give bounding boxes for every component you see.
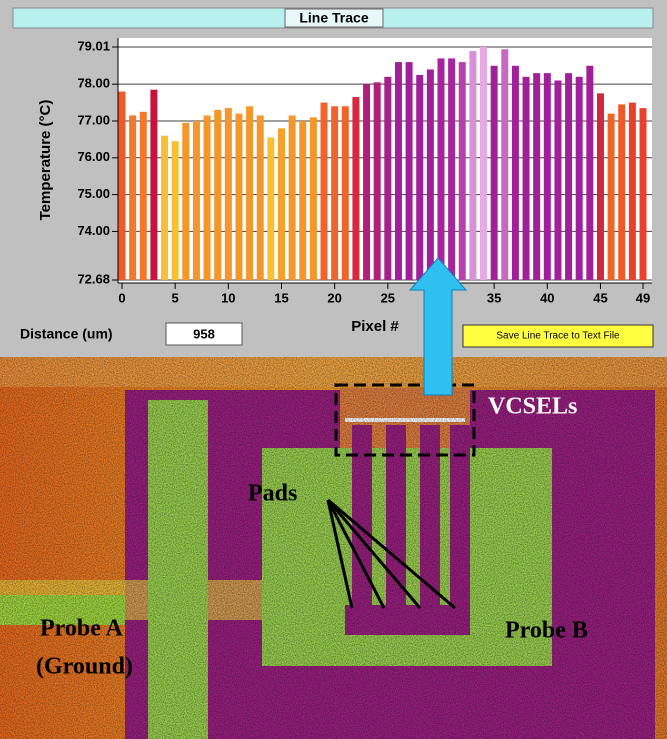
vcsel-box: [334, 383, 476, 457]
bar: [533, 73, 541, 281]
bar: [554, 80, 562, 280]
bar: [448, 58, 456, 281]
arrow: [408, 257, 468, 396]
bar: [224, 108, 232, 280]
bar: [575, 76, 583, 281]
x-tick-label: 15: [274, 290, 288, 305]
bar: [214, 109, 222, 280]
bar: [490, 65, 498, 280]
bar: [363, 84, 371, 280]
x-tick-label: 5: [172, 290, 179, 305]
bar: [246, 106, 254, 281]
plot: 79.01 78.00 77.00 76.00 75.00 74.00 72.68 0 5 10 1…: [77, 38, 652, 305]
distance-label: Distance (um): [20, 326, 113, 342]
bar: [639, 108, 647, 280]
bar: [182, 122, 190, 280]
thermal-image: VCSELs Pads Probe A (Ground) Probe B: [0, 257, 667, 739]
y-tick-label: 77.00: [77, 112, 110, 127]
bar: [458, 62, 466, 280]
x-tick-label: 10: [221, 290, 235, 305]
save-button-label: Save Line Trace to Text File: [496, 331, 620, 342]
bar: [331, 106, 339, 281]
bar: [309, 117, 317, 280]
chart-title: Line Trace: [299, 10, 368, 26]
bar: [139, 111, 147, 280]
probe-a-label: Probe A: [40, 616, 124, 642]
distance-field[interactable]: [165, 322, 243, 346]
bar: [565, 73, 573, 281]
x-tick-label: 25: [381, 290, 395, 305]
bar: [299, 120, 307, 280]
title-box: [284, 8, 384, 28]
vcsels-label: VCSELs: [488, 394, 577, 420]
bar: [416, 74, 424, 280]
x-axis-label: Pixel #: [351, 318, 399, 335]
bar: [129, 115, 137, 281]
x-tick-label: 45: [593, 290, 607, 305]
bar: [596, 93, 604, 280]
bar: [586, 65, 594, 280]
x-tick-label: 20: [327, 290, 341, 305]
bar: [288, 115, 296, 281]
bar: [373, 82, 381, 281]
x-tick-label: 49: [636, 290, 650, 305]
bar: [256, 115, 264, 281]
y-tick-label: 72.68: [77, 271, 110, 286]
y-axis-label: Temperature (°C): [37, 100, 54, 221]
bar: [384, 76, 392, 281]
bar: [267, 137, 275, 280]
bar: [150, 89, 158, 280]
bar: [426, 69, 434, 280]
x-tick-label: 40: [540, 290, 554, 305]
bar: [437, 58, 445, 281]
x-tick-label: 0: [118, 290, 125, 305]
pad-arrows: [326, 498, 456, 610]
bar: [469, 51, 477, 280]
bar: [543, 73, 551, 281]
bar: [203, 115, 211, 281]
bar: [118, 91, 126, 281]
pads-label: Pads: [248, 481, 297, 507]
y-tick-label: 75.00: [77, 186, 110, 201]
bar: [161, 135, 169, 280]
y-tick-label: 76.00: [77, 149, 110, 164]
image-noise: [0, 357, 667, 739]
x-tick-label: 35: [487, 290, 501, 305]
bar: [171, 141, 179, 280]
probe-a-sub-label: (Ground): [36, 654, 133, 680]
y-tick-label: 79.01: [77, 38, 110, 53]
bar: [501, 49, 509, 281]
bar: [341, 106, 349, 281]
save-button[interactable]: [462, 324, 654, 348]
bar: [480, 47, 488, 280]
bar: [320, 102, 328, 280]
bar: [607, 113, 615, 280]
bar: [394, 62, 402, 280]
bar: [235, 113, 243, 280]
y-tick-label: 78.00: [77, 76, 110, 91]
bar: [511, 65, 519, 280]
distance-value: 958: [193, 326, 215, 341]
bar: [352, 97, 360, 280]
bar: [277, 128, 285, 280]
probe-b-label: Probe B: [505, 618, 588, 644]
bar: [405, 62, 413, 280]
bar: [618, 104, 626, 280]
bar: [192, 120, 200, 280]
y-tick-label: 74.00: [77, 223, 110, 238]
bar: [522, 76, 530, 281]
bar: [628, 102, 636, 280]
